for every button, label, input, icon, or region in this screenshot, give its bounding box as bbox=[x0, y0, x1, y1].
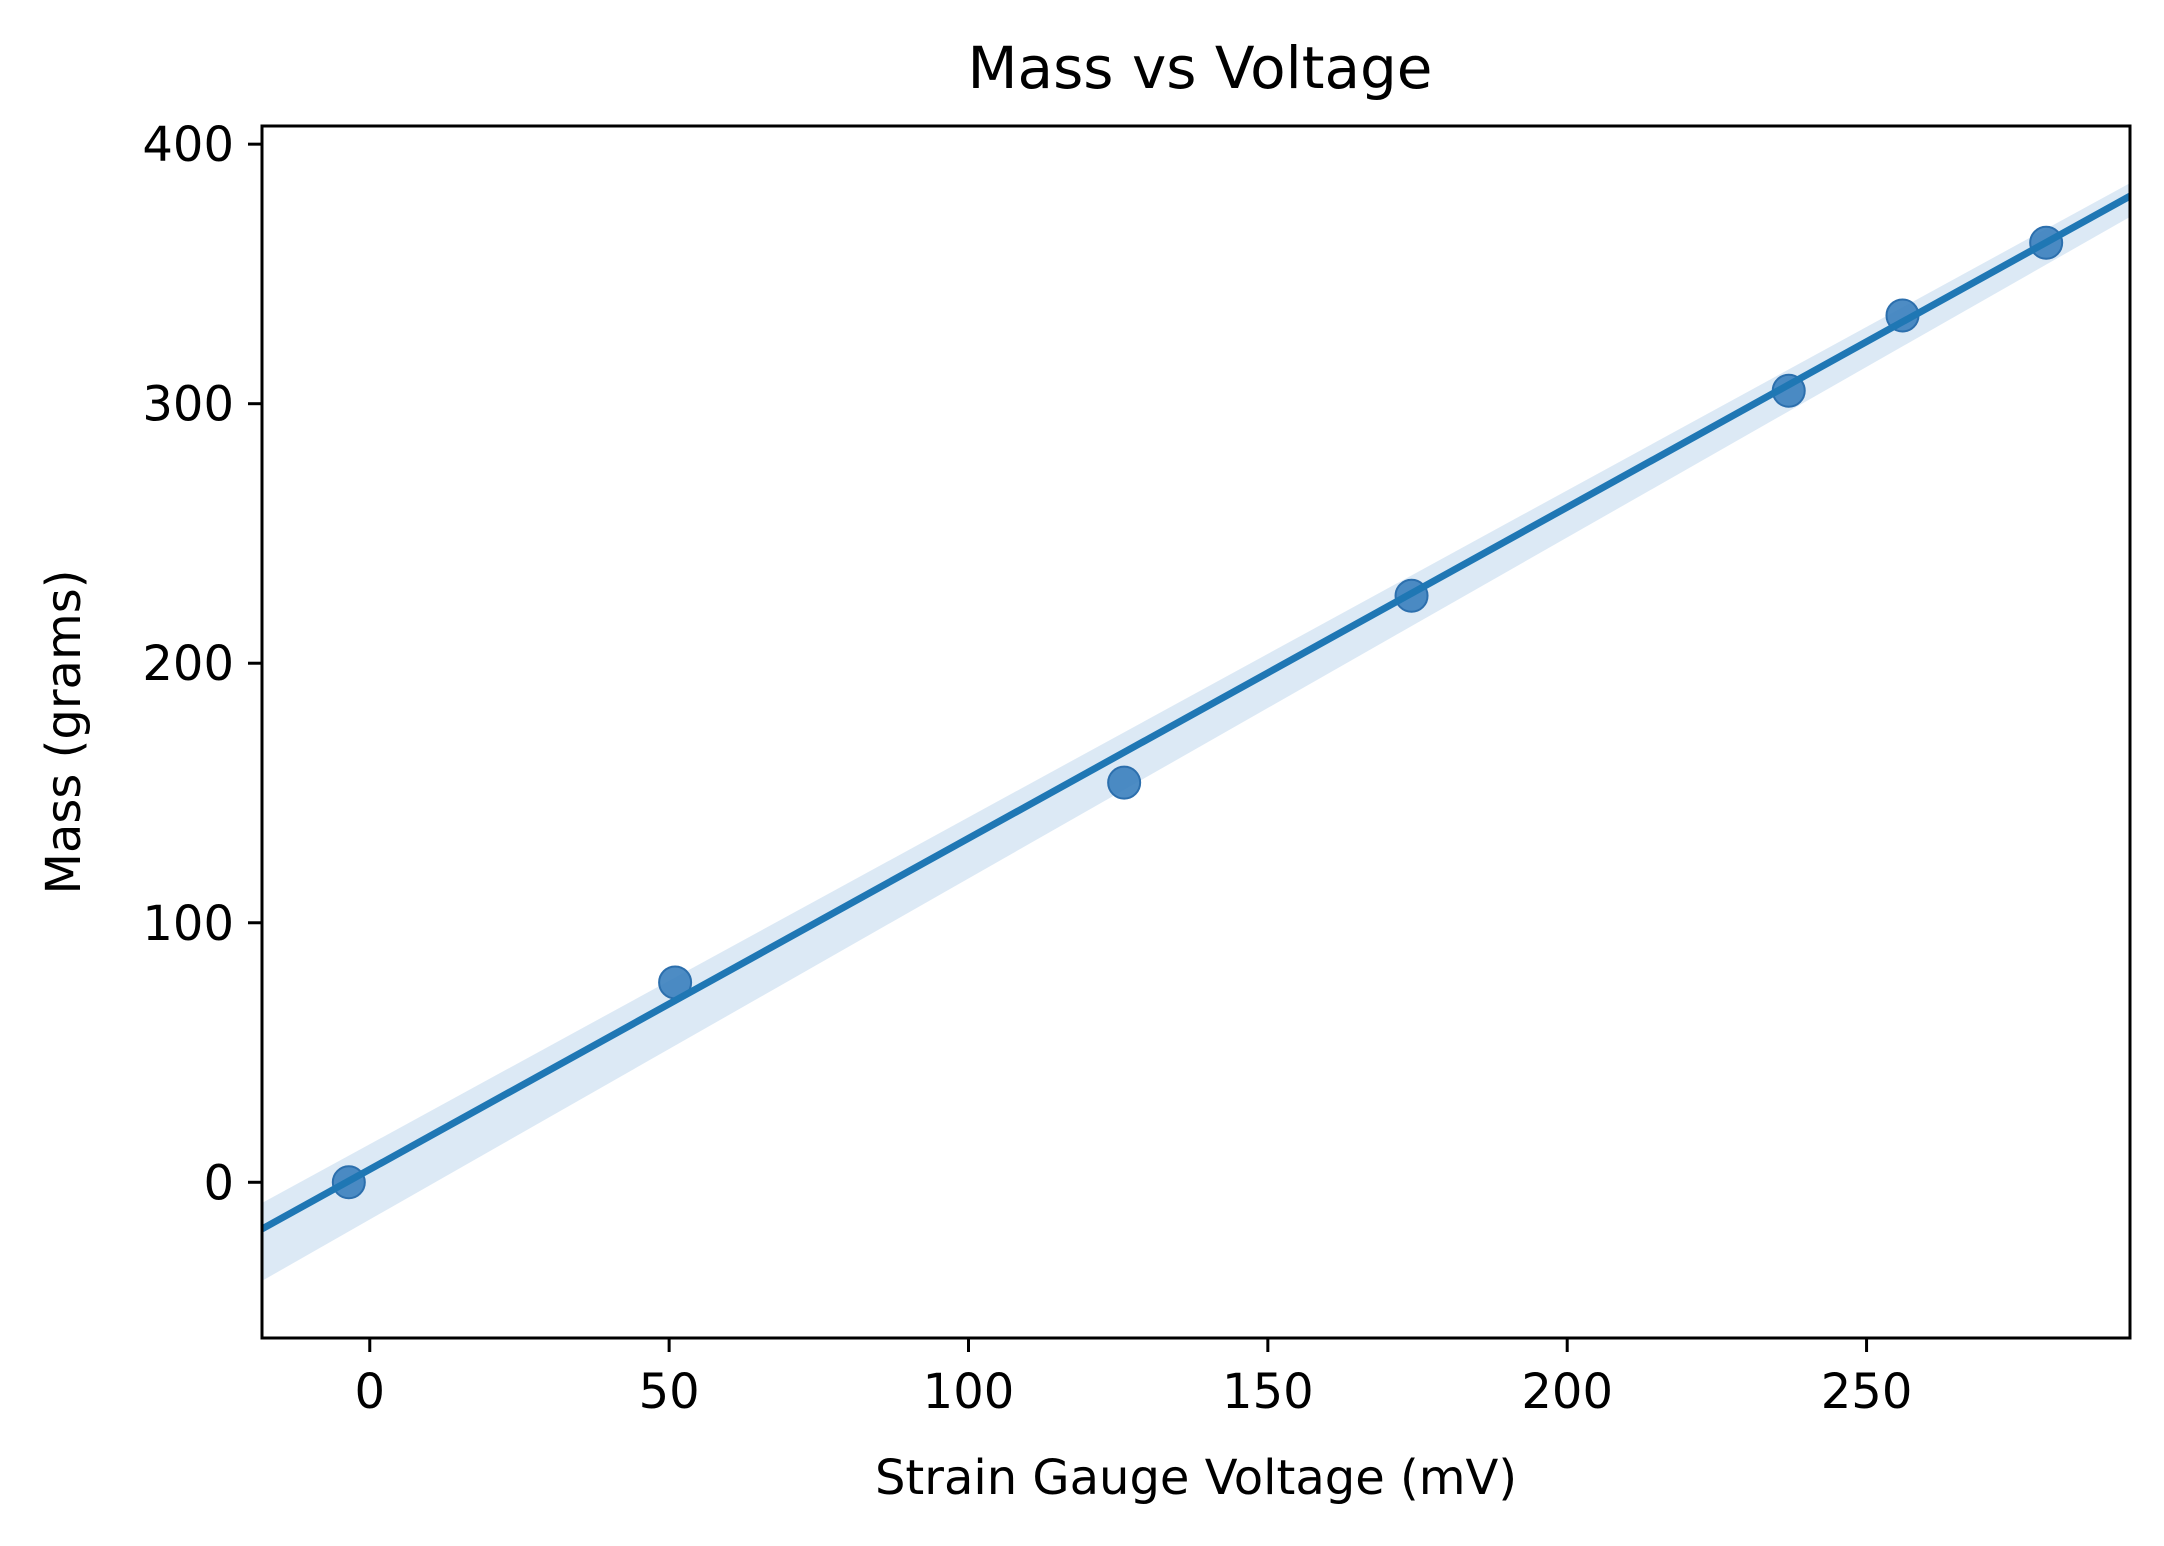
y-axis: 0 100 200 300 400 bbox=[142, 117, 262, 1211]
x-axis-label: Strain Gauge Voltage (mV) bbox=[875, 1450, 1517, 1506]
plot-area bbox=[262, 183, 2130, 1281]
y-tick-label: 100 bbox=[142, 896, 234, 952]
x-tick-label: 150 bbox=[1222, 1364, 1314, 1420]
chart-title: Mass vs Voltage bbox=[968, 34, 1433, 102]
x-axis: 0 50 100 150 200 250 bbox=[354, 1338, 1912, 1420]
y-axis-label: Mass (grams) bbox=[36, 570, 92, 895]
data-point bbox=[1107, 765, 1142, 800]
regression-line bbox=[262, 193, 2130, 1233]
x-tick-label: 0 bbox=[354, 1364, 385, 1420]
x-tick-label: 250 bbox=[1821, 1364, 1913, 1420]
x-tick-label: 50 bbox=[639, 1364, 700, 1420]
plot-frame bbox=[260, 124, 2132, 1340]
y-tick-label: 400 bbox=[142, 117, 234, 173]
x-tick-label: 200 bbox=[1521, 1364, 1613, 1420]
y-tick-label: 0 bbox=[203, 1155, 234, 1211]
y-tick-label: 200 bbox=[142, 636, 234, 692]
x-tick-label: 100 bbox=[923, 1364, 1015, 1420]
y-tick-label: 300 bbox=[142, 377, 234, 433]
plot-clipped-group bbox=[262, 183, 2130, 1281]
